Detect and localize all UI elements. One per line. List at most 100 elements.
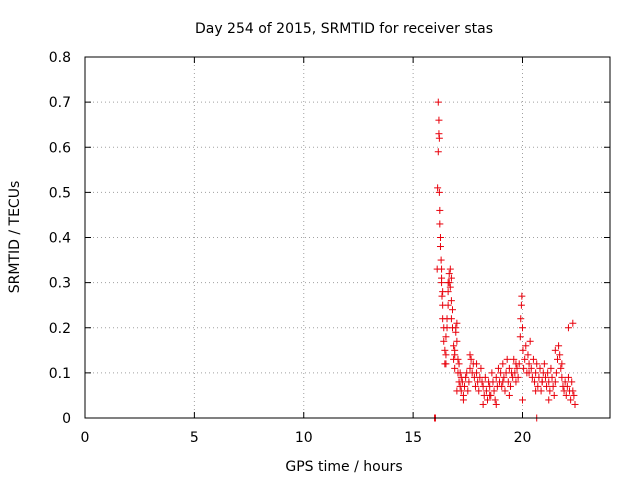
data-point [500, 373, 508, 381]
y-tick-label: 0 [62, 411, 71, 427]
data-point [536, 364, 544, 372]
x-tick-label: 10 [295, 430, 313, 446]
data-point [526, 337, 534, 345]
data-point [442, 351, 450, 359]
data-point [510, 355, 518, 363]
data-point [558, 373, 566, 381]
data-point [527, 364, 535, 372]
data-point [517, 315, 525, 323]
data-point [453, 337, 461, 345]
data-point [478, 378, 486, 386]
x-tick-label: 5 [190, 430, 199, 446]
data-point [548, 373, 556, 381]
axis-ticks: 0 0.1 0.2 0.3 0.4 0.5 0.6 0.7 0.8 0 5 10 15 20 [49, 50, 610, 446]
data-point [434, 98, 442, 106]
data-point [446, 265, 454, 273]
data-point [436, 234, 444, 241]
data-point [447, 315, 455, 323]
y-tick-label: 0.1 [49, 366, 71, 382]
data-point [456, 369, 464, 377]
data-point [561, 378, 569, 386]
data-point [540, 360, 548, 368]
data-point [494, 364, 502, 372]
data-point [519, 324, 526, 332]
data-point [556, 351, 564, 359]
data-point [449, 306, 456, 314]
data-point [435, 116, 443, 124]
data-point [512, 378, 520, 386]
data-point [436, 220, 444, 228]
data-point [450, 342, 458, 350]
y-tick-label: 0.3 [49, 276, 71, 292]
data-point [519, 346, 527, 354]
grid [85, 57, 610, 418]
data-point [447, 274, 455, 282]
data-point [435, 188, 443, 196]
y-tick-label: 0.7 [49, 95, 71, 111]
data-point [517, 301, 525, 309]
data-point [462, 373, 470, 381]
data-point [547, 364, 555, 372]
data-point [442, 333, 450, 341]
data-point [505, 364, 513, 372]
y-tick-label: 0.5 [49, 185, 71, 201]
data-point [446, 283, 454, 291]
data-point [486, 382, 494, 390]
x-tick-label: 20 [514, 430, 532, 446]
data-point [481, 373, 489, 381]
data-point [525, 360, 533, 368]
data-point [491, 396, 499, 404]
data-point [557, 364, 565, 372]
data-point [451, 351, 459, 359]
data-point [441, 346, 449, 354]
chart-title: Day 254 of 2015, SRMTID for receiver sta… [195, 21, 493, 37]
data-point [475, 387, 483, 395]
data-point [531, 378, 539, 386]
data-point [459, 396, 467, 404]
data-point [533, 360, 541, 368]
y-tick-label: 0.2 [49, 321, 71, 337]
data-point [564, 373, 572, 381]
data-point [438, 292, 446, 300]
plot-frame [84, 56, 611, 419]
data-point [520, 364, 528, 372]
data-point [438, 274, 446, 282]
data-point [551, 346, 559, 354]
data-point [465, 378, 473, 386]
data-point [477, 364, 485, 372]
data-point [545, 396, 553, 404]
data-point [498, 382, 506, 390]
data-point [466, 364, 474, 372]
data-points [431, 98, 579, 422]
data-point [479, 400, 487, 408]
data-point [503, 355, 511, 363]
data-point [444, 279, 452, 287]
data-point [513, 364, 521, 372]
data-point [473, 360, 481, 368]
data-point [455, 360, 463, 368]
y-tick-label: 0.6 [49, 140, 71, 156]
data-point [532, 387, 540, 395]
data-point [516, 333, 524, 341]
data-point [473, 369, 481, 377]
data-point [438, 265, 446, 273]
data-point [464, 387, 472, 395]
data-point [525, 369, 533, 377]
data-point [434, 148, 442, 156]
data-point [436, 206, 444, 214]
data-point [552, 369, 560, 377]
data-point [471, 382, 479, 390]
data-point [506, 382, 514, 390]
data-point [453, 387, 461, 395]
data-point [492, 400, 500, 408]
data-point [528, 373, 536, 381]
data-point [437, 256, 445, 264]
data-point [501, 387, 509, 395]
data-point [570, 391, 578, 399]
data-point [451, 364, 459, 372]
data-point [532, 369, 540, 377]
data-point [551, 378, 559, 386]
data-point [567, 396, 575, 404]
data-point [482, 387, 490, 395]
data-point [541, 373, 549, 381]
